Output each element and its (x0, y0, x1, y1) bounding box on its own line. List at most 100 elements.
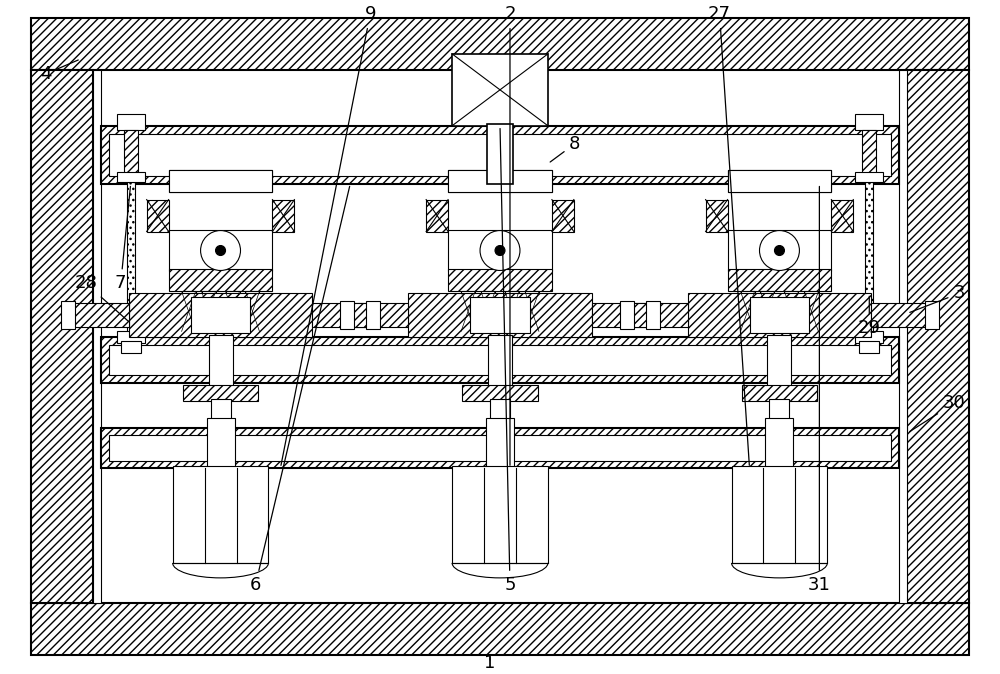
Bar (728, 270, 831, 291)
Bar (101, 126, 899, 183)
Bar (470, 297, 530, 334)
Bar (101, 428, 899, 468)
Bar (706, 200, 728, 232)
Bar (831, 200, 853, 232)
Bar (31, 70, 93, 603)
Text: 8: 8 (550, 135, 581, 162)
Bar (865, 182, 873, 334)
Text: 3: 3 (910, 284, 965, 312)
Bar (124, 130, 138, 174)
Bar (169, 230, 272, 272)
Bar (207, 418, 235, 468)
Bar (31, 603, 969, 654)
Circle shape (495, 245, 505, 255)
Bar (211, 399, 231, 467)
Bar (109, 345, 891, 375)
Bar (487, 124, 513, 183)
Circle shape (759, 231, 799, 270)
Bar (899, 70, 907, 603)
Bar (871, 303, 927, 328)
Bar (109, 133, 891, 176)
Bar (859, 341, 879, 353)
Text: 4: 4 (40, 60, 78, 83)
Bar (129, 293, 312, 338)
Bar (750, 297, 809, 334)
Bar (688, 293, 871, 338)
Bar (183, 386, 258, 401)
Text: 28: 28 (74, 274, 129, 321)
Text: 29: 29 (858, 296, 881, 338)
Bar (352, 303, 408, 328)
Bar (461, 291, 475, 332)
Bar (340, 301, 354, 330)
Circle shape (216, 245, 226, 255)
Bar (741, 291, 755, 332)
Bar (117, 172, 145, 182)
Text: 2: 2 (504, 5, 516, 465)
Bar (408, 293, 592, 338)
Bar (169, 270, 272, 291)
Bar (127, 182, 135, 334)
Bar (490, 399, 510, 467)
Bar (505, 291, 519, 332)
Bar (448, 230, 552, 272)
Bar (646, 301, 660, 330)
Bar (862, 130, 876, 174)
Bar (765, 418, 793, 468)
Bar (784, 291, 798, 332)
Bar (121, 341, 141, 353)
Circle shape (480, 231, 520, 270)
Bar (366, 301, 380, 330)
Bar (202, 291, 216, 332)
Bar (173, 466, 268, 563)
Bar (169, 170, 272, 191)
Text: 27: 27 (708, 5, 749, 465)
Bar (147, 200, 169, 232)
Bar (448, 270, 552, 291)
Bar (312, 303, 368, 328)
Bar (488, 336, 512, 388)
Bar (769, 399, 789, 467)
Circle shape (774, 245, 784, 255)
Bar (245, 291, 259, 332)
Bar (728, 170, 831, 191)
Bar (191, 297, 250, 334)
Bar (552, 200, 574, 232)
Bar (632, 303, 688, 328)
Bar (732, 466, 827, 563)
Bar (226, 291, 240, 332)
Bar (209, 336, 233, 388)
Bar (426, 200, 448, 232)
Text: 1: 1 (484, 654, 496, 672)
Bar (448, 170, 552, 191)
Text: 5: 5 (500, 129, 516, 594)
Bar (855, 332, 883, 343)
Bar (855, 172, 883, 182)
Bar (73, 303, 129, 328)
Text: 6: 6 (250, 186, 350, 594)
Text: 30: 30 (910, 394, 965, 431)
Circle shape (201, 231, 241, 270)
Bar (452, 54, 548, 126)
Text: 31: 31 (808, 187, 831, 594)
Bar (742, 386, 817, 401)
Bar (804, 291, 818, 332)
Bar (486, 418, 514, 468)
Bar (117, 332, 145, 343)
Bar (182, 291, 196, 332)
Bar (525, 291, 539, 332)
Bar (481, 291, 495, 332)
Bar (109, 435, 891, 461)
Bar (620, 301, 634, 330)
Bar (448, 170, 552, 191)
Bar (93, 70, 101, 603)
Bar (462, 386, 538, 401)
Bar (592, 303, 648, 328)
Bar (452, 466, 548, 563)
Bar (101, 338, 899, 384)
Bar (272, 200, 294, 232)
Bar (117, 114, 145, 130)
Bar (925, 301, 939, 330)
Text: 7: 7 (115, 187, 130, 293)
Bar (907, 70, 969, 603)
